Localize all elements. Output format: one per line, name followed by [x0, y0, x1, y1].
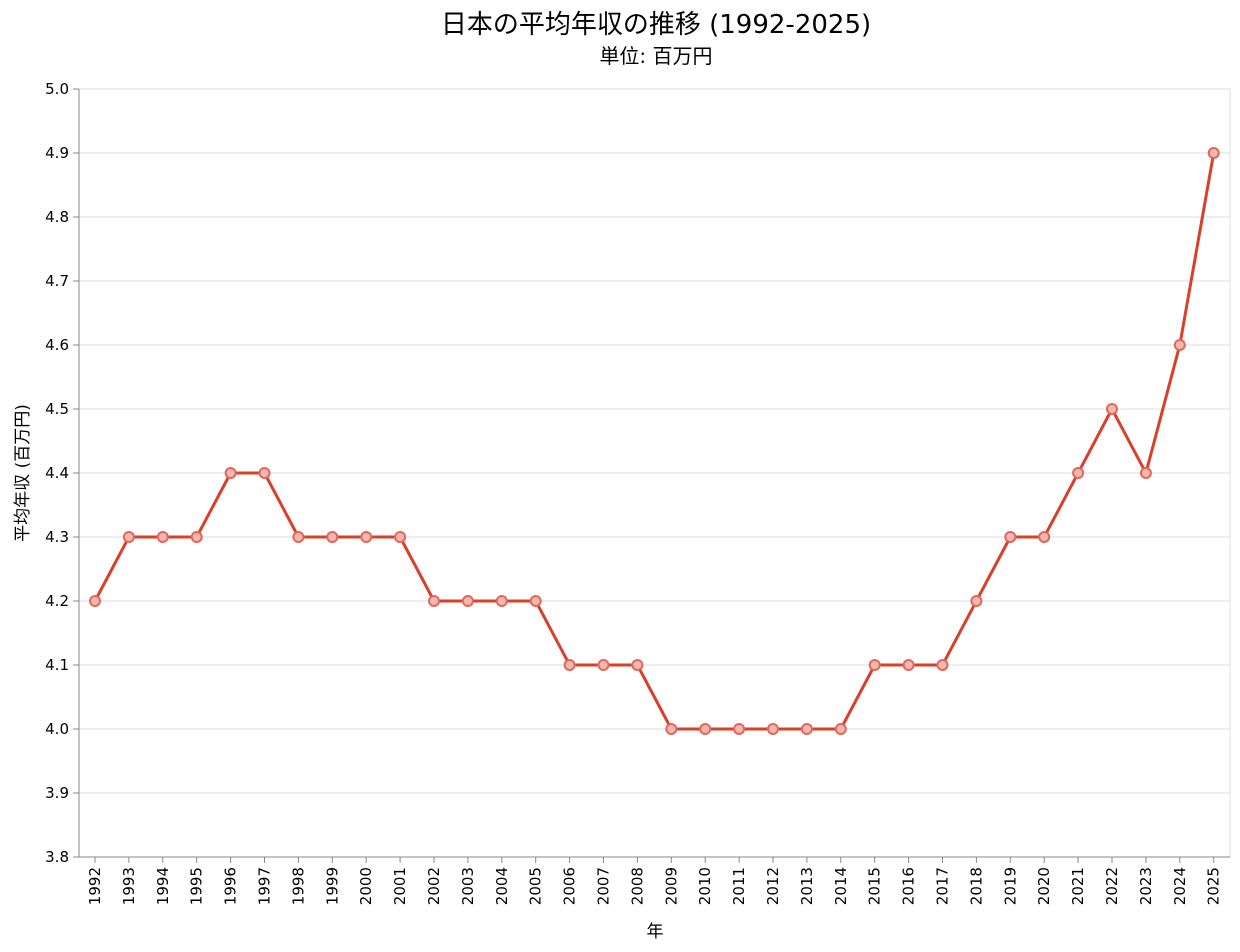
- x-tick-label: 1993: [120, 867, 138, 905]
- data-point: [428, 595, 440, 607]
- x-tick-label: 1992: [86, 867, 104, 905]
- data-point: [1207, 147, 1220, 159]
- data-points: [89, 147, 1220, 735]
- x-tick-label: 2020: [1035, 867, 1053, 905]
- x-tick-label: 2013: [798, 867, 816, 905]
- y-axis-ticks: 3.8 3.9 4.0 4.1 4.2 4.3 4.4 4.5 4.6 4.7 4.8 4.9 5.0: [45, 80, 79, 866]
- x-axis-ticks: 1992 1993 1994 1995 1996 1997 1998 1999 2000 2001…: [86, 857, 1223, 905]
- x-tick-label: 2024: [1171, 867, 1189, 905]
- y-tick-label: 5.0: [45, 80, 69, 98]
- x-tick-label: 1994: [154, 867, 172, 905]
- x-tick-label: 2019: [1001, 867, 1019, 905]
- data-point: [529, 595, 542, 607]
- data-point: [156, 531, 169, 543]
- y-tick-label: 4.1: [45, 656, 69, 674]
- x-tick-label: 2005: [527, 867, 545, 905]
- x-tick-label: 2004: [493, 867, 511, 905]
- x-axis-title: 年: [647, 922, 664, 942]
- x-tick-label: 2015: [866, 867, 884, 905]
- data-point: [394, 531, 407, 543]
- y-tick-label: 3.9: [45, 784, 69, 802]
- data-point: [733, 723, 746, 735]
- y-tick-label: 4.7: [45, 272, 69, 290]
- data-point: [767, 723, 779, 735]
- x-tick-label: 2023: [1137, 867, 1155, 905]
- data-point: [258, 467, 271, 479]
- x-tick-label: 1996: [222, 867, 240, 905]
- data-point: [1106, 403, 1118, 415]
- x-tick-label: 2003: [459, 867, 477, 905]
- data-point: [1173, 339, 1186, 351]
- x-tick-label: 2014: [832, 867, 850, 905]
- data-point: [834, 723, 847, 735]
- x-tick-label: 2010: [696, 867, 714, 905]
- x-tick-label: 2017: [934, 867, 952, 905]
- x-tick-label: 2022: [1103, 867, 1121, 905]
- data-point: [89, 595, 101, 607]
- data-point: [665, 723, 678, 735]
- data-point: [326, 531, 339, 543]
- data-point: [597, 659, 610, 671]
- x-tick-label: 2018: [967, 867, 985, 905]
- x-tick-label: 2008: [628, 867, 646, 905]
- chart-subtitle: 単位: 百万円: [599, 44, 712, 68]
- y-tick-label: 4.6: [45, 336, 69, 354]
- y-axis-title: 平均年収 (百万円): [13, 404, 33, 542]
- data-point: [563, 659, 576, 671]
- data-point: [224, 467, 237, 479]
- data-point: [360, 531, 373, 543]
- y-tick-label: 3.8: [45, 848, 69, 866]
- y-tick-label: 4.5: [45, 400, 69, 418]
- y-tick-label: 4.2: [45, 592, 69, 610]
- data-point: [868, 659, 881, 671]
- data-point: [631, 659, 644, 671]
- data-point: [902, 659, 915, 671]
- y-tick-label: 4.3: [45, 528, 69, 546]
- x-tick-label: 2012: [764, 867, 782, 905]
- data-point: [1038, 531, 1051, 543]
- y-tick-label: 4.4: [45, 464, 69, 482]
- series-line: [93, 151, 1216, 731]
- x-tick-label: 2000: [357, 867, 375, 905]
- x-tick-label: 2006: [561, 867, 579, 905]
- x-tick-label: 1999: [323, 867, 341, 905]
- y-tick-label: 4.9: [45, 144, 69, 162]
- x-tick-label: 1998: [289, 867, 307, 905]
- x-tick-label: 2016: [900, 867, 918, 905]
- data-point: [1072, 467, 1085, 479]
- x-tick-label: 1995: [188, 867, 206, 905]
- x-tick-label: 1997: [256, 867, 274, 905]
- data-point: [495, 595, 508, 607]
- x-tick-label: 2007: [595, 867, 613, 905]
- x-tick-label: 2025: [1205, 867, 1223, 905]
- x-tick-label: 2002: [425, 867, 443, 905]
- y-tick-label: 4.8: [45, 208, 69, 226]
- x-tick-label: 2011: [730, 867, 748, 905]
- x-tick-label: 2021: [1069, 867, 1087, 905]
- x-tick-label: 2001: [391, 867, 409, 905]
- y-tick-label: 4.0: [45, 720, 69, 738]
- chart-title: 日本の平均年収の推移 (1992-2025): [441, 10, 871, 40]
- data-point: [970, 595, 983, 607]
- data-point: [1004, 531, 1017, 543]
- data-point: [1139, 467, 1152, 479]
- data-point: [122, 531, 135, 543]
- data-point: [936, 659, 949, 671]
- data-point: [800, 723, 813, 735]
- data-point: [699, 723, 712, 735]
- data-point: [461, 595, 474, 607]
- x-tick-label: 2009: [662, 867, 680, 905]
- data-point: [292, 531, 305, 543]
- data-point: [190, 531, 203, 543]
